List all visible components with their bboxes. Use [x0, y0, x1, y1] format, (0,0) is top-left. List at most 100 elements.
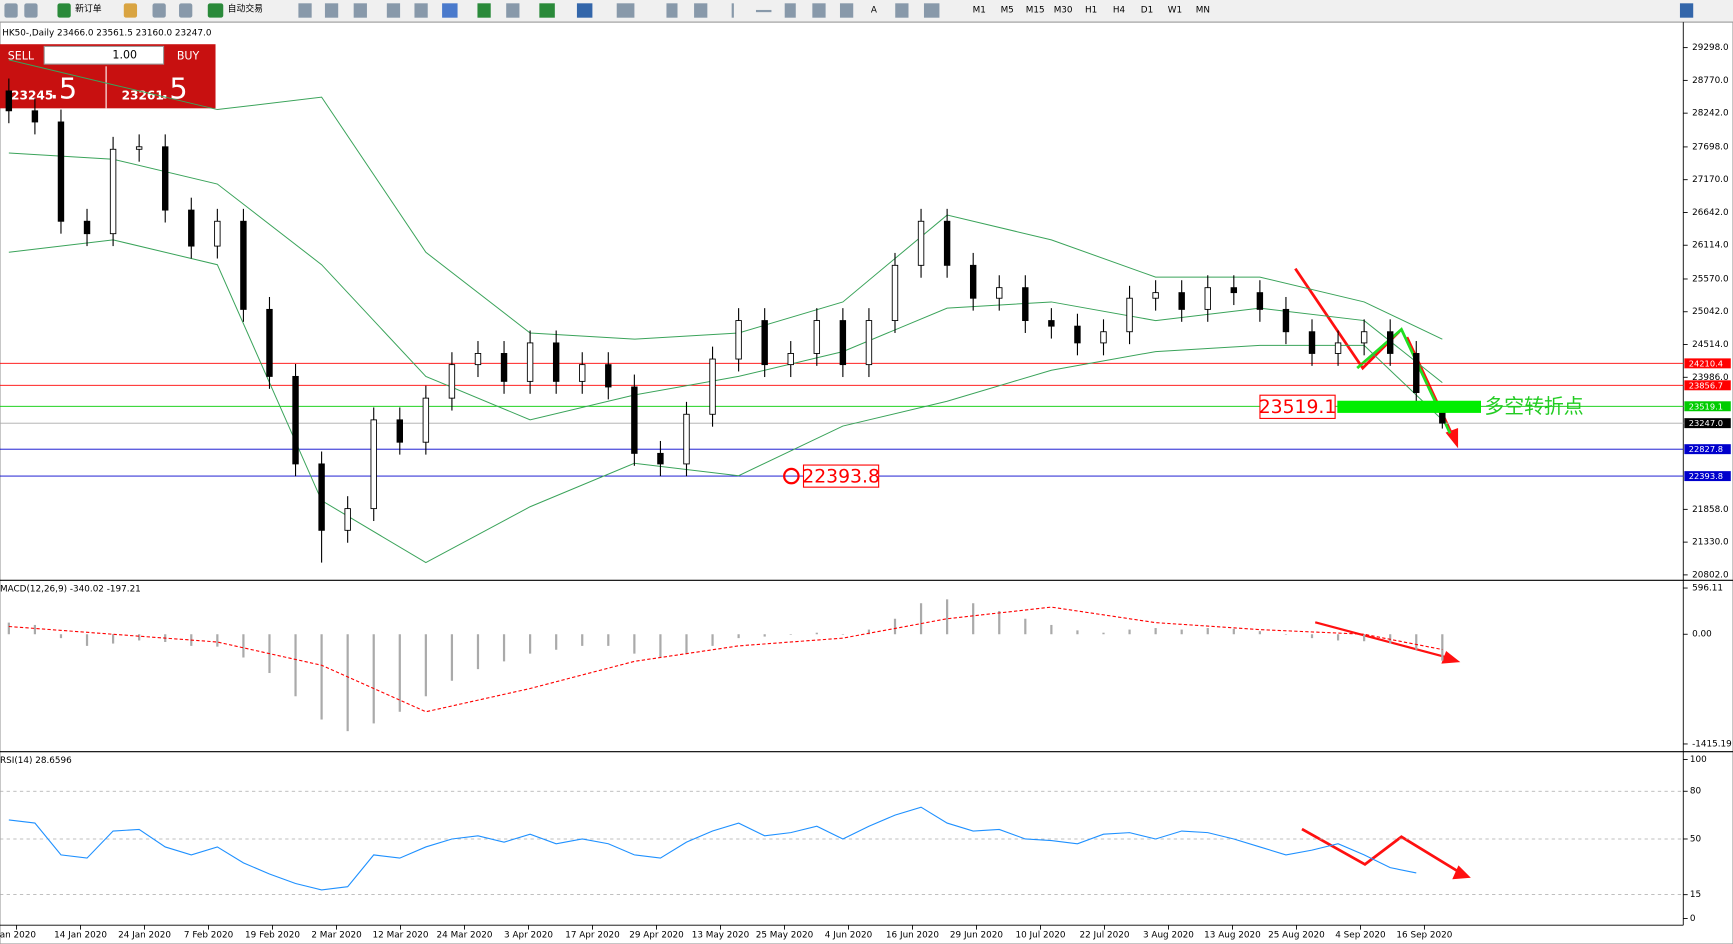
x-tick-label: 4 Jun 2020 [825, 931, 873, 941]
macd-bar [59, 634, 63, 639]
buy-pips: .5 [160, 72, 187, 106]
timeframe-button[interactable]: D1 [1141, 5, 1153, 15]
candle-body [1100, 331, 1107, 344]
turn-box [1259, 394, 1336, 419]
macd-bar [946, 599, 949, 635]
macd-bar [1206, 628, 1209, 635]
rsi-line [8, 806, 1417, 891]
candle-body [31, 110, 39, 123]
y-tick-label: 25570.0 [1692, 274, 1729, 284]
toolbar-icons [4, 3, 1694, 18]
x-tick-label: 24 Mar 2020 [437, 931, 493, 941]
lots-box[interactable] [43, 45, 165, 65]
new-order-button[interactable]: 新订单 [75, 2, 102, 14]
x-tick-label: 4 Sep 2020 [1335, 931, 1386, 941]
candle-body [214, 220, 221, 247]
candle-body [1256, 292, 1264, 310]
macd-bar [555, 634, 558, 650]
macd-bar [737, 634, 740, 639]
macd-bar [372, 634, 375, 724]
macd-bar [789, 634, 792, 635]
buy-button[interactable]: BUY [177, 49, 200, 62]
x-tick-label: 29 Jun 2020 [950, 931, 1003, 941]
rsi-title: RSI(14) 28.6596 [0, 756, 72, 766]
macd-bar [1441, 634, 1444, 661]
y-tick-label: 28242.0 [1692, 109, 1729, 119]
timeframe-button[interactable]: M30 [1054, 5, 1073, 15]
x-tick-label: 13 May 2020 [692, 931, 750, 941]
macd-bar [763, 634, 766, 637]
candle-body [1074, 325, 1081, 344]
rsi-tick-label: 100 [1690, 755, 1707, 765]
price-level-label: 22827.8 [1689, 444, 1723, 454]
candle-body [474, 353, 482, 366]
candle-body [240, 220, 247, 310]
macd-bar [111, 634, 115, 644]
timeframe-button[interactable]: M1 [973, 5, 986, 15]
candle-body [813, 320, 821, 354]
y-tick-label: 21858.0 [1692, 505, 1729, 515]
price-level-tag [1684, 444, 1731, 455]
timeframe-button[interactable]: MN [1196, 5, 1210, 15]
candle-body [292, 375, 299, 465]
rsi-tick-label: 80 [1690, 787, 1702, 797]
candle-body [1282, 308, 1290, 333]
buy-price: 23261 [122, 89, 164, 103]
lots-input[interactable]: 1.00 [112, 48, 137, 61]
timeframe-button[interactable]: W1 [1168, 5, 1182, 15]
x-tick-label: 14 Jan 2020 [54, 931, 107, 941]
candle-body [657, 452, 664, 465]
timeframe-button[interactable]: H4 [1113, 5, 1126, 15]
candle-body [5, 90, 13, 112]
candle-body [552, 342, 560, 382]
x-tick-label: 12 Mar 2020 [373, 931, 429, 941]
rsi-tick-label: 50 [1690, 834, 1702, 844]
bollinger-upper [8, 59, 1443, 340]
macd-bar [216, 634, 219, 647]
macd-bar [1336, 634, 1340, 641]
macd-bar [815, 632, 818, 635]
text-tool[interactable]: A [871, 5, 877, 15]
x-tick-label: 7 Feb 2020 [184, 931, 234, 941]
arrow-head [1452, 865, 1471, 880]
x-tick-label: 13 Aug 2020 [1204, 931, 1261, 941]
rsi-tick-label: 0 [1690, 914, 1696, 924]
macd-tick-label: 0.00 [1692, 630, 1712, 640]
x-tick-label: 10 Jul 2020 [1015, 931, 1065, 941]
sell-button[interactable]: SELL [8, 49, 35, 62]
price-level-label: 23519.1 [1689, 401, 1723, 411]
candle-body [1230, 287, 1238, 294]
timeframe-button[interactable]: M15 [1026, 5, 1045, 15]
x-tick-label: 17 Apr 2020 [565, 931, 620, 941]
macd-bar [1284, 634, 1288, 635]
candle-body [917, 220, 925, 266]
candle-body [943, 220, 951, 266]
macd-bar [1258, 631, 1261, 635]
price-level-tag [1684, 358, 1731, 369]
candle-body [787, 353, 794, 366]
green-arrow [1356, 327, 1452, 434]
candle-body [1152, 292, 1159, 299]
auto-trading-button[interactable]: 自动交易 [228, 2, 263, 14]
price-level-label: 22393.8 [1689, 471, 1723, 481]
candle-body [969, 264, 977, 299]
candle-body [683, 413, 690, 465]
candle-body [500, 353, 508, 382]
candle-body [891, 264, 899, 322]
timeframe-button[interactable]: M5 [1001, 5, 1014, 15]
candle-body [1413, 353, 1420, 393]
price-level-label: 24210.4 [1689, 358, 1723, 368]
candle-body [396, 419, 403, 443]
candle-body [761, 320, 768, 366]
candle-body [318, 463, 325, 531]
bollinger-middle [8, 152, 1443, 421]
candle-body [1308, 331, 1316, 354]
x-tick-label: 22 Jul 2020 [1079, 931, 1129, 941]
macd-bar [919, 603, 923, 635]
macd-bar [1154, 628, 1157, 635]
candle-body [526, 342, 534, 382]
timeframe-button[interactable]: H1 [1085, 5, 1097, 15]
y-tick-label: 27698.0 [1692, 142, 1729, 152]
